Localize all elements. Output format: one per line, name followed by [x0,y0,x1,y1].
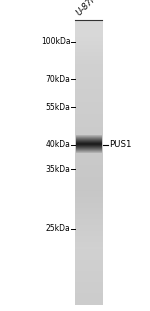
Text: 100kDa: 100kDa [41,38,70,46]
Text: 55kDa: 55kDa [46,103,70,112]
Text: U-87MG: U-87MG [74,0,104,17]
Text: 40kDa: 40kDa [46,140,70,149]
Text: PUS1: PUS1 [110,140,132,149]
Text: 35kDa: 35kDa [46,165,70,174]
Text: 70kDa: 70kDa [46,75,70,84]
Text: 25kDa: 25kDa [46,224,70,233]
